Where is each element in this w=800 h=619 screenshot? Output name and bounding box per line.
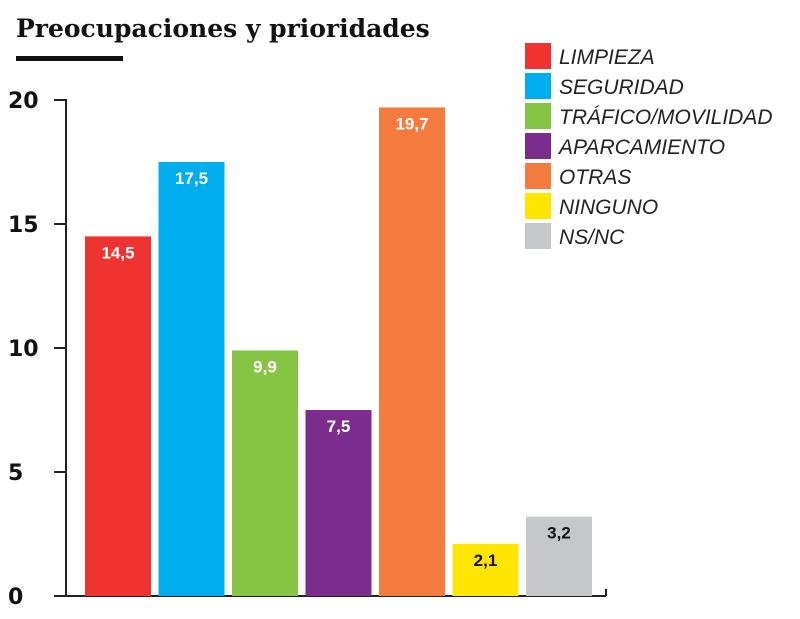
legend-label: TRÁFICO/MOVILIDAD	[559, 106, 773, 129]
legend-swatch	[525, 223, 551, 249]
bar-value-label: 17,5	[175, 169, 208, 188]
bar-value-label: 2,1	[474, 551, 498, 570]
bar-value-label: 3,2	[547, 524, 571, 543]
y-tick-label: 15	[8, 213, 39, 238]
legend-label: NINGUNO	[559, 196, 658, 219]
legend-label: LIMPIEZA	[559, 46, 655, 69]
legend-label: NS/NC	[559, 226, 625, 249]
y-tick-label: 5	[8, 461, 23, 486]
legend-label: OTRAS	[559, 166, 631, 189]
bar	[85, 236, 151, 596]
bar	[305, 410, 372, 596]
bar	[452, 543, 519, 596]
legend-swatch	[525, 103, 551, 129]
chart-title: Preocupaciones y prioridades	[16, 14, 430, 43]
legend-swatch	[525, 73, 551, 99]
bar-value-label: 14,5	[101, 243, 134, 262]
bar	[158, 162, 225, 596]
legend-swatch	[525, 43, 551, 69]
legend-swatch	[525, 133, 551, 159]
bar-value-label: 9,9	[253, 357, 277, 376]
y-tick-label: 20	[8, 89, 39, 114]
legend-label: APARCAMIENTO	[557, 136, 725, 159]
bar-value-label: 7,5	[327, 417, 351, 436]
bar	[232, 350, 298, 596]
title-underline	[16, 56, 123, 61]
legend-swatch	[525, 163, 551, 189]
y-tick-label: 0	[8, 585, 23, 610]
bar	[379, 107, 445, 596]
y-tick-label: 10	[8, 337, 39, 362]
legend-label: SEGURIDAD	[559, 76, 684, 99]
bar-value-label: 19,7	[395, 114, 428, 133]
legend-swatch	[525, 193, 551, 219]
bar	[526, 516, 592, 596]
